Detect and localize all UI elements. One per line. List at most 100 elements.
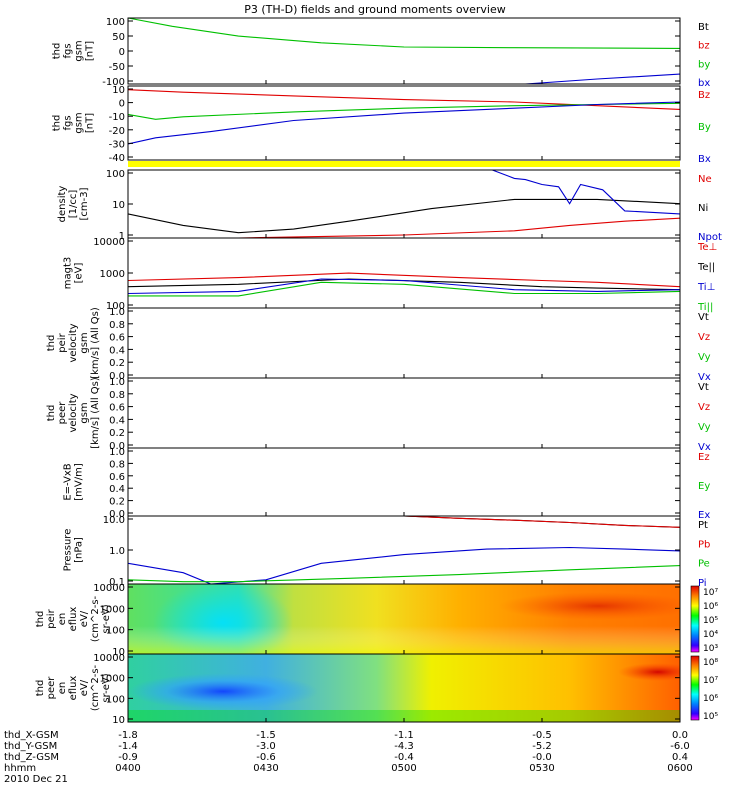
panel-frame: [127, 307, 681, 379]
ephemeris-value: 0530: [529, 763, 554, 774]
legend-Vz: Vz: [698, 332, 710, 343]
ephemeris-value: -0.4: [394, 752, 414, 763]
legend-bx: bx: [698, 78, 710, 89]
y-tick-label: 0.0: [109, 509, 125, 520]
panel-2: Bz By Bx 10 0 -10 -20 -30 -40 thd fgs gsm [nT]: [52, 85, 711, 165]
y-tick-label: 10000: [93, 237, 125, 248]
panel-8: Pt Pb Pe Pi 10.0 1.0 0.1 Pressure [nPa]: [63, 515, 711, 589]
colorbar-tick-label: 10⁶: [703, 694, 718, 704]
panel-1: Bt bz by bx 100 50 0 -50 -100 thd fgs gsm [nT]: [52, 17, 711, 89]
y-axis-label-line: [km/s] (All Qs): [90, 377, 101, 449]
y-axis-label: Pressure [nPa]: [63, 529, 85, 572]
y-axis-label: thd fgs gsm [nT]: [52, 112, 96, 133]
y-tick-label: 10000: [93, 583, 125, 594]
ephemeris-value: -0.6: [256, 752, 276, 763]
legend-Vx: Vx: [698, 372, 711, 383]
colorbar: [690, 585, 700, 653]
ephemeris-value: 0.4: [672, 752, 688, 763]
y-tick-label: -100: [102, 77, 125, 88]
y-axis-label-line: eV/: [79, 610, 90, 627]
ephemeris-row-label: thd_Z-GSM: [4, 752, 59, 763]
y-tick-label: 100: [106, 694, 125, 705]
y-axis-label-line: thd: [52, 43, 63, 60]
colorbar-tick-label: 10⁴: [703, 630, 718, 640]
panel-frame: [127, 237, 681, 309]
series-bx: [525, 73, 680, 84]
y-tick-label: -50: [109, 62, 125, 73]
legend-by: by: [698, 59, 710, 70]
y-axis-label-line: gsm: [79, 332, 90, 353]
y-tick-label: 0.8: [109, 390, 125, 401]
ephemeris-value: -5.2: [532, 741, 552, 752]
y-tick-label: 0.6: [109, 333, 125, 344]
y-axis-label-line: thd: [46, 405, 57, 422]
y-axis-label-line: Pressure: [63, 529, 74, 572]
legend-Bt: Bt: [698, 22, 709, 33]
y-tick-label: 0: [119, 47, 125, 58]
series-Pb: [403, 516, 680, 528]
legend-Ne: Ne: [698, 174, 712, 185]
y-axis-label-line: en: [57, 682, 68, 695]
panel-frame: [127, 169, 681, 239]
ephemeris-value: -1.4: [118, 741, 138, 752]
legend-Ti⊥: Ti⊥: [697, 282, 715, 293]
y-axis-label-line: velocity: [68, 323, 79, 362]
ephemeris-row-label: hhmm: [4, 763, 36, 774]
y-axis-label-line: (cm^2-s-: [90, 664, 101, 711]
y-tick-label: 10: [112, 715, 125, 726]
y-tick-label: 0.6: [109, 403, 125, 414]
panel-frame: [127, 85, 681, 161]
ephemeris-value: -0.0: [532, 752, 552, 763]
y-tick-label: 1000: [100, 604, 125, 615]
y-axis-label-line: eflux: [68, 607, 79, 632]
panel-5: Vt Vz Vy Vx 1.0 0.8 0.60.4 0.2 0.0 thd peir velocit…: [46, 307, 711, 383]
y-tick-label: 10: [112, 647, 125, 658]
legend-Ti||: Ti||: [697, 302, 713, 313]
panel-frame: [127, 447, 681, 517]
y-axis-label: thd peir en eflux eV/(cm^2-s-sr-eV): [35, 595, 112, 642]
series-Ti⊥: [128, 278, 680, 295]
y-axis-label-line: thd: [52, 115, 63, 132]
spectrogram-red-region: [498, 592, 680, 620]
ephemeris-value: -1.5: [256, 730, 276, 741]
y-axis-label-line: fgs: [63, 43, 74, 58]
figure-title: P3 (TH-D) fields and ground moments over…: [244, 3, 506, 16]
legend-Npot: Npot: [698, 232, 722, 243]
series-Bx: [128, 101, 680, 145]
legend-Ex: Ex: [698, 510, 710, 521]
y-axis-label-line: [cm-3]: [79, 187, 90, 220]
y-tick-label: -40: [109, 153, 125, 164]
y-axis-label: magt3 [eV]: [63, 257, 85, 290]
colorbar-tick-label: 10⁷: [703, 676, 718, 686]
y-axis-label-line: [nPa]: [74, 537, 85, 563]
series-Bz: [128, 89, 680, 110]
series-group: [128, 170, 680, 238]
y-tick-label: 1.0: [109, 447, 125, 458]
y-tick-label: 0.6: [109, 472, 125, 483]
legend-Te⊥: Te⊥: [697, 242, 717, 253]
colorbar-tick-label: 10⁶: [703, 602, 718, 612]
y-axis-label-line: eflux: [68, 676, 79, 701]
series-Ni: [128, 198, 680, 234]
y-axis-label-line: peir: [46, 608, 57, 628]
y-axis-label-line: sr-eV): [101, 673, 112, 702]
ephemeris-value: 0400: [115, 763, 140, 774]
y-axis-label-line: gsm: [74, 40, 85, 61]
colorbar: [690, 655, 700, 721]
ephemeris-value: -4.3: [394, 741, 414, 752]
series-Ti||: [128, 281, 680, 297]
colorbar-tick-label: 10⁸: [703, 658, 718, 668]
y-tick-label: 50: [112, 32, 125, 43]
y-tick-label: 1000: [100, 674, 125, 685]
series-Te||: [128, 278, 680, 291]
y-tick-label: 10000: [93, 653, 125, 664]
y-axis-label-line: magt3: [63, 257, 74, 290]
date-label: 2010 Dec 21: [4, 774, 68, 785]
legend-Vx: Vx: [698, 442, 711, 453]
y-axis-label-line: peir: [57, 332, 68, 352]
y-axis-label-line: thd: [35, 680, 46, 697]
y-tick-label: 1.0: [109, 546, 125, 557]
legend-bz: bz: [698, 41, 710, 52]
y-axis-label: thd peer en eflux eV/(cm^2-s-sr-eV): [35, 664, 112, 711]
